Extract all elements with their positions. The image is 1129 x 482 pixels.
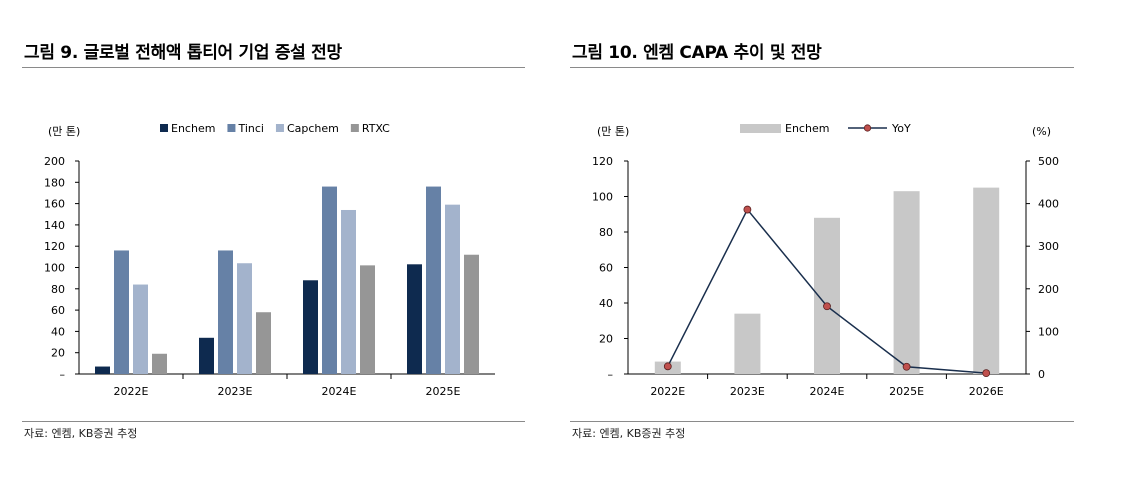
left-y-tick-label: – [608,368,614,381]
y-tick-label: 100 [44,262,65,275]
figure-10-chart: (만 톤) (%) Enchem YoY – 20 40 60 80 100 120 0 100 200 3… [592,122,1059,398]
left-y-tick-label: 60 [599,262,613,275]
y-tick-label: 200 [44,155,65,168]
y-tick-label: 80 [51,283,65,296]
y-tick-label: 180 [44,176,65,189]
bar-capchem-2025e [445,204,460,374]
right-axis-unit-label: (%) [1032,125,1051,138]
y-tick-label: 120 [44,240,65,253]
legend-label-yoy: YoY [891,122,911,135]
bar-rtxc-2025e [464,254,479,374]
figure-10-title-rule [570,67,1074,68]
left-axis-unit-label: (만 톤) [597,125,629,138]
bar-tinci-2025e [426,186,441,374]
bar-rtxc-2024e [360,265,375,374]
bar-rtxc-2023e [256,312,271,374]
bar-rtxc-2022e [152,353,167,374]
figure-9-chart: (만 톤) Enchem Tinci Capchem RTXC – 20 40 60 80 100 1… [44,122,495,398]
bar-enchem-2025e [407,264,422,374]
legend-swatch-enchem [160,124,168,132]
left-y-tick-label: 100 [592,191,613,204]
point-yoy-2025e [902,362,911,371]
point-yoy-2026e [982,369,991,378]
bar-enchem-2023e [199,337,214,374]
figure-10-panel: 그림 10. 엔켐 CAPA 추이 및 전망 (만 톤) (%) Enchem YoY… [548,0,1108,482]
legend-label-rtxc: RTXC [362,122,390,135]
point-yoy-2022e [663,362,672,371]
bar-capchem-2023e [237,263,252,374]
x-tick-label: 2022E [114,385,149,398]
left-y-tick-label: 120 [592,155,613,168]
x-tick-label: 2023E [218,385,253,398]
left-y-tick-label: 20 [599,333,613,346]
right-y-tick-label: 400 [1038,198,1059,211]
right-y-tick-label: 300 [1038,240,1059,253]
bar-tinci-2024e [322,186,337,374]
x-tick-label: 2022E [650,385,685,398]
bar-enchem-2025e [893,191,920,374]
figure-10-source-rule [570,421,1074,422]
legend-swatch-enchem [740,124,781,133]
legend-label-enchem: Enchem [785,122,829,135]
legend-label-tinci: Tinci [237,122,264,135]
left-y-tick-label: 80 [599,226,613,239]
x-tick-label: 2025E [426,385,461,398]
legend-swatch-rtxc [350,124,359,132]
figure-9-title-rule [22,67,525,68]
legend-label-capchem: Capchem [287,122,339,135]
right-y-tick-label: 0 [1038,368,1045,381]
right-y-tick-label: 100 [1038,325,1059,338]
right-y-tick-label: 500 [1038,155,1059,168]
bar-tinci-2022e [114,250,129,374]
y-tick-label: 40 [51,325,65,338]
bar-enchem-2026e [973,187,1000,374]
bar-tinci-2023e [218,250,233,374]
figure-9-title: 그림 9. 글로벌 전해액 톱티어 기업 증설 전망 [24,43,342,63]
point-yoy-2024e [823,302,831,311]
bar-capchem-2024e [341,209,356,374]
figure-9-source: 자료: 엔켐, KB증권 추정 [24,427,138,440]
figure-10-source: 자료: 엔켐, KB증권 추정 [572,427,686,440]
x-tick-label: 2023E [730,385,765,398]
y-tick-label: – [60,368,66,381]
y-axis-unit-label: (만 톤) [48,125,80,138]
figure-9-panel: 그림 9. 글로벌 전해액 톱티어 기업 증설 전망 (만 톤) Enchem Ti… [0,0,540,482]
left-y-tick-label: 40 [599,297,613,310]
figure-10-title: 그림 10. 엔켐 CAPA 추이 및 전망 [572,43,822,63]
bar-enchem-2022e [95,366,110,374]
y-tick-label: 20 [51,347,65,360]
bar-enchem-2023e [734,313,761,374]
right-y-tick-label: 200 [1038,283,1059,296]
y-tick-label: 60 [51,304,65,317]
legend-swatch-tinci [227,124,236,132]
y-tick-label: 160 [44,198,65,211]
x-tick-label: 2024E [810,385,845,398]
bar-capchem-2022e [133,284,148,374]
x-tick-label: 2025E [889,385,924,398]
x-tick-label: 2024E [322,385,357,398]
legend-swatch-yoy-marker [863,124,872,132]
x-tick-label: 2026E [969,385,1004,398]
bar-enchem-2024e [303,280,318,374]
legend-swatch-capchem [275,124,284,132]
point-yoy-2023e [743,205,752,214]
y-tick-label: 140 [44,219,65,232]
legend-label-enchem: Enchem [171,122,215,135]
figure-9-source-rule [22,421,525,422]
